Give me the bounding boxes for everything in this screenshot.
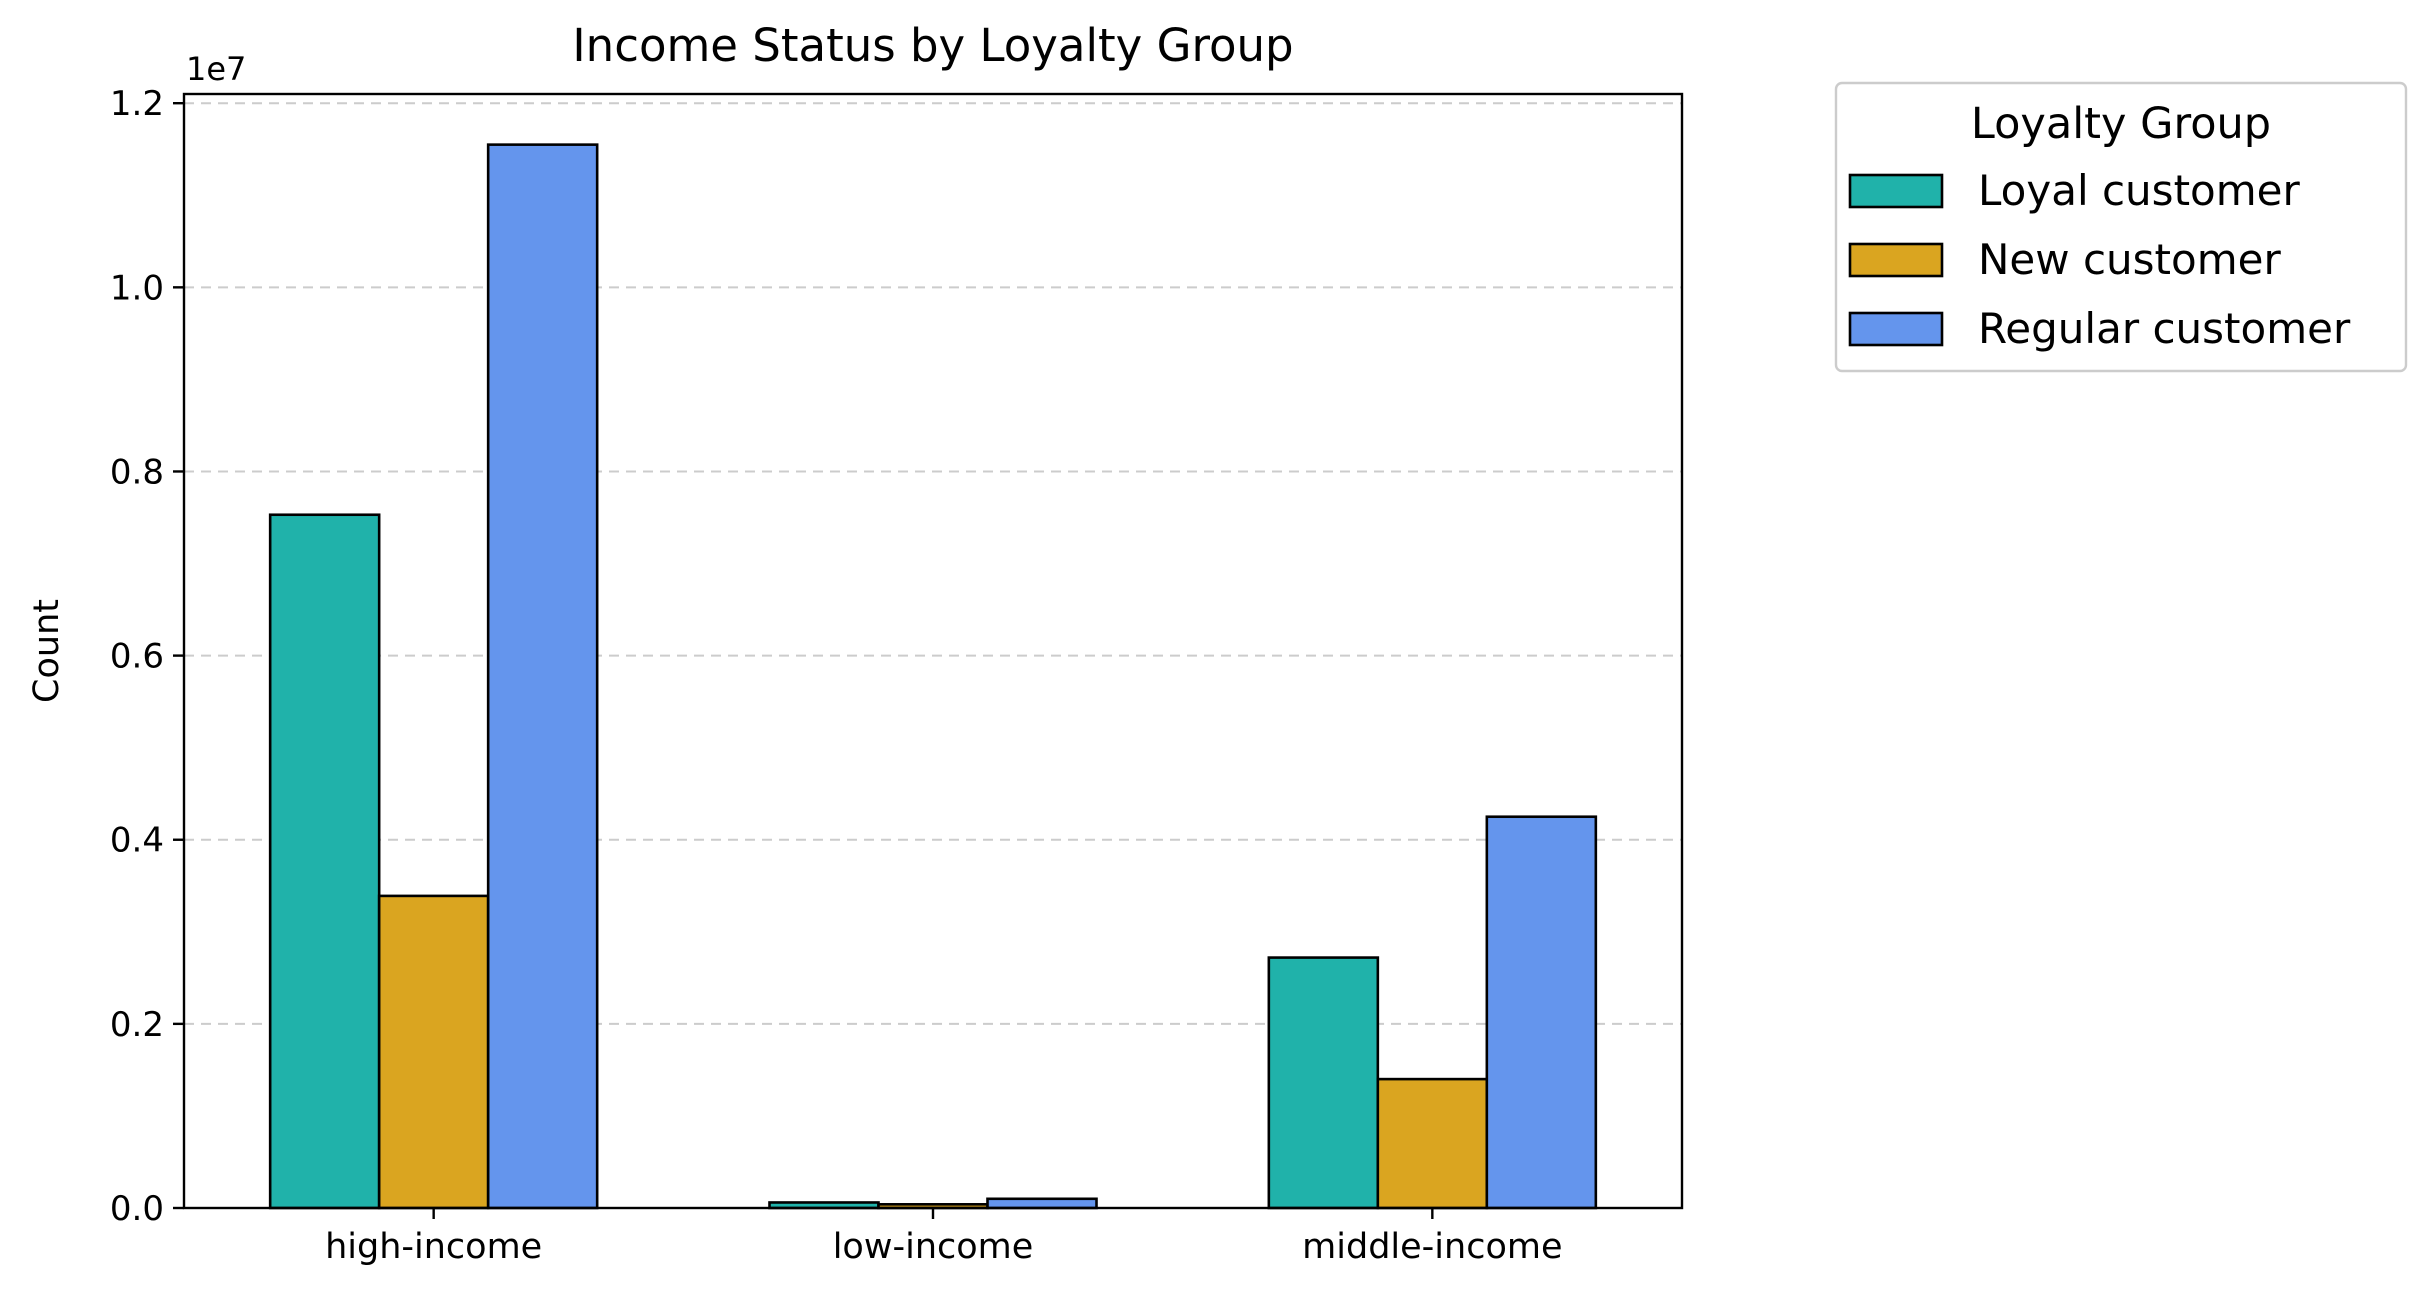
legend: Loyalty Group Loyal customer New customer… (1834, 81, 2408, 373)
y-axis-ticks: 0.0 0.2 0.4 0.6 0.8 1.0 1.2 (110, 84, 184, 1229)
bar (486, 143, 599, 1210)
bar (268, 513, 381, 1210)
y-axis-label: Count (27, 599, 67, 703)
legend-swatch (1848, 173, 1944, 209)
bar (1485, 815, 1598, 1210)
legend-box (1834, 81, 2408, 373)
bar (986, 1197, 1098, 1210)
grid-lines (184, 102, 1682, 1025)
y-tick-label: 1.2 (110, 84, 164, 124)
legend-items: Loyal customer New customer Regular custom… (1848, 166, 2351, 353)
y-axis-offset-text: 1e7 (186, 50, 246, 88)
y-tick-label: 0.0 (110, 1189, 164, 1229)
legend-swatch (1848, 311, 1944, 347)
chart-title: Income Status by Loyalty Group (572, 19, 1293, 72)
legend-label: Loyal customer (1978, 166, 2300, 215)
y-tick-label: 0.6 (110, 637, 164, 677)
legend-title: Loyalty Group (1971, 99, 2271, 149)
x-tick-label: middle-income (1302, 1227, 1562, 1267)
y-tick-label: 0.2 (110, 1005, 164, 1045)
bar (377, 894, 490, 1210)
bar (1376, 1077, 1489, 1210)
y-tick-label: 0.8 (110, 452, 164, 492)
legend-swatch (1848, 242, 1944, 278)
legend-label: New customer (1978, 235, 2281, 284)
legend-label: Regular customer (1978, 304, 2351, 353)
y-tick-label: 1.0 (110, 268, 164, 308)
x-tick-label: high-income (325, 1227, 542, 1267)
bar (1267, 956, 1380, 1210)
x-axis-ticks: high-income low-income middle-income (325, 1208, 1563, 1267)
x-tick-label: low-income (833, 1227, 1034, 1267)
y-tick-label: 0.4 (110, 821, 164, 861)
